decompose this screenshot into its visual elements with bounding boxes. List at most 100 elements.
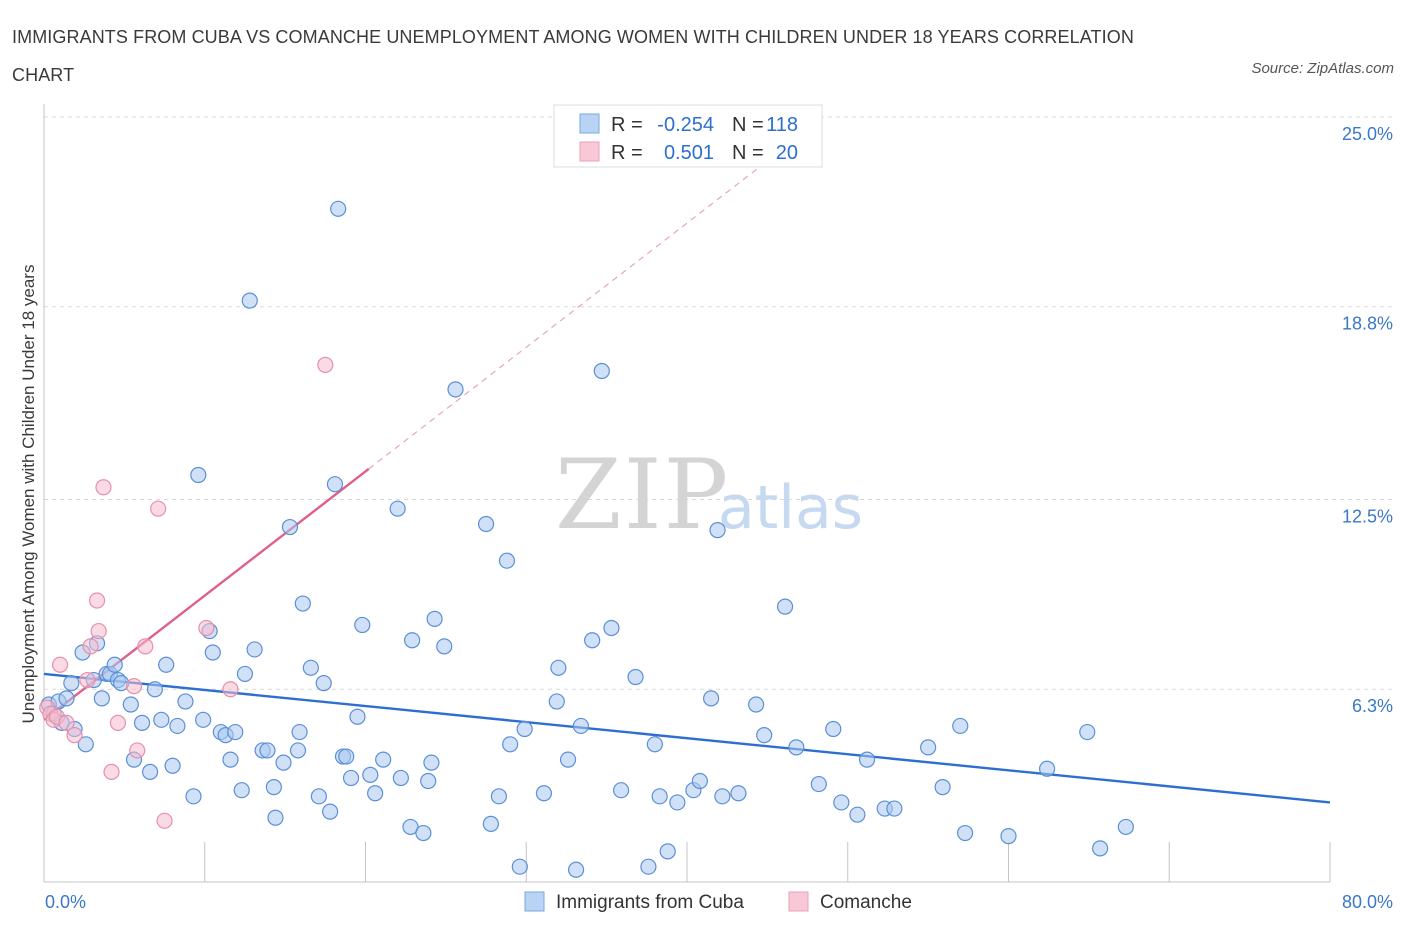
point-cuba <box>482 815 499 832</box>
point-cuba <box>338 748 355 765</box>
point-cuba <box>190 466 207 484</box>
point-comanche <box>198 619 215 637</box>
point-cuba <box>141 763 159 780</box>
data-points <box>39 200 1134 878</box>
point-cuba <box>952 717 969 735</box>
point-cuba <box>375 751 392 768</box>
point-cuba <box>559 751 577 768</box>
point-cuba <box>477 515 495 533</box>
point-cuba <box>291 723 308 741</box>
point-comanche <box>137 638 154 655</box>
point-cuba <box>362 766 379 784</box>
point-cuba <box>703 690 720 707</box>
stats-legend-r-value-comanche: 0.501 <box>664 142 714 164</box>
trend-extension-comanche <box>368 165 762 470</box>
point-cuba <box>627 668 644 686</box>
legend-label-cuba: Immigrants from Cuba <box>556 892 744 913</box>
point-cuba <box>849 806 866 823</box>
point-comanche <box>103 763 120 780</box>
point-cuba <box>177 693 194 710</box>
point-cuba <box>1038 760 1056 777</box>
point-cuba <box>640 858 657 875</box>
point-cuba <box>584 632 601 649</box>
stats-legend-swatch-cuba <box>579 113 600 134</box>
point-cuba <box>195 711 212 728</box>
watermark-zip: ZIP <box>555 439 730 551</box>
point-cuba <box>490 788 508 805</box>
point-cuba <box>302 659 319 676</box>
point-cuba <box>322 803 339 820</box>
point-cuba <box>415 824 432 842</box>
point-cuba <box>281 518 299 536</box>
stats-legend-r-value-cuba: -0.254 <box>657 114 714 136</box>
point-comanche <box>90 622 107 640</box>
point-cuba <box>122 696 139 713</box>
point-cuba <box>58 690 75 707</box>
point-cuba <box>535 785 553 802</box>
point-comanche <box>58 714 75 731</box>
stats-legend-r-label-cuba: R = <box>611 114 643 136</box>
x-tick-label-max: 80.0% <box>1342 892 1393 912</box>
point-cuba <box>106 656 123 673</box>
point-cuba <box>756 727 773 744</box>
point-cuba <box>227 723 244 741</box>
stats-legend-swatch-comanche <box>579 141 600 162</box>
y-tick-labels: 6.3% 12.5% 18.8% 25.0% <box>1342 124 1393 716</box>
point-cuba <box>548 693 565 710</box>
point-cuba <box>367 785 384 802</box>
point-cuba <box>349 708 366 725</box>
chart-title: IMMIGRANTS FROM CUBA VS COMANCHE UNEMPLO… <box>12 27 1134 85</box>
legend-swatch-cuba <box>524 891 545 912</box>
point-comanche <box>222 681 239 698</box>
point-cuba <box>934 779 951 796</box>
y-tick-label: 12.5% <box>1342 507 1393 527</box>
point-cuba <box>204 644 221 661</box>
point-cuba <box>651 788 668 805</box>
point-comanche <box>156 812 173 829</box>
stats-legend-n-label-comanche: N = <box>732 142 764 164</box>
point-cuba <box>93 690 110 707</box>
point-cuba <box>858 751 876 768</box>
point-cuba <box>810 775 827 793</box>
point-cuba <box>222 751 239 768</box>
point-cuba <box>920 739 937 756</box>
point-cuba <box>402 818 419 836</box>
watermark: ZIP atlas <box>555 439 863 551</box>
point-cuba <box>389 500 406 517</box>
point-cuba <box>241 292 258 309</box>
point-cuba <box>63 674 80 692</box>
axes <box>43 104 1330 883</box>
point-cuba <box>567 861 585 878</box>
point-cuba <box>886 800 903 817</box>
point-cuba <box>294 595 311 612</box>
stats-legend-n-value-cuba: 118 <box>766 114 798 136</box>
point-cuba <box>342 769 360 787</box>
point-cuba <box>603 619 620 637</box>
point-comanche <box>82 638 99 655</box>
point-cuba <box>572 717 590 735</box>
point-cuba <box>267 809 284 826</box>
point-cuba <box>259 742 276 759</box>
point-cuba <box>825 720 842 738</box>
point-cuba <box>275 754 292 771</box>
point-cuba <box>748 696 765 713</box>
point-cuba <box>1079 723 1096 741</box>
point-comanche <box>129 742 146 759</box>
point-cuba <box>550 659 567 676</box>
point-cuba <box>233 782 250 799</box>
y-axis-label: Unemployment Among Women with Children U… <box>19 265 38 724</box>
y-tick-label: 6.3% <box>1352 696 1393 716</box>
y-tick-label: 18.8% <box>1342 314 1393 334</box>
point-comanche <box>125 678 143 695</box>
point-cuba <box>498 552 516 569</box>
point-cuba <box>691 772 708 790</box>
gridlines <box>44 116 1393 882</box>
point-cuba <box>593 362 610 380</box>
point-cuba <box>776 598 794 615</box>
point-cuba <box>164 757 181 774</box>
point-cuba <box>502 736 519 753</box>
point-cuba <box>1000 827 1017 845</box>
point-cuba <box>77 736 94 753</box>
point-cuba <box>169 717 186 735</box>
source-label: Source: ZipAtlas.com <box>1251 60 1394 77</box>
